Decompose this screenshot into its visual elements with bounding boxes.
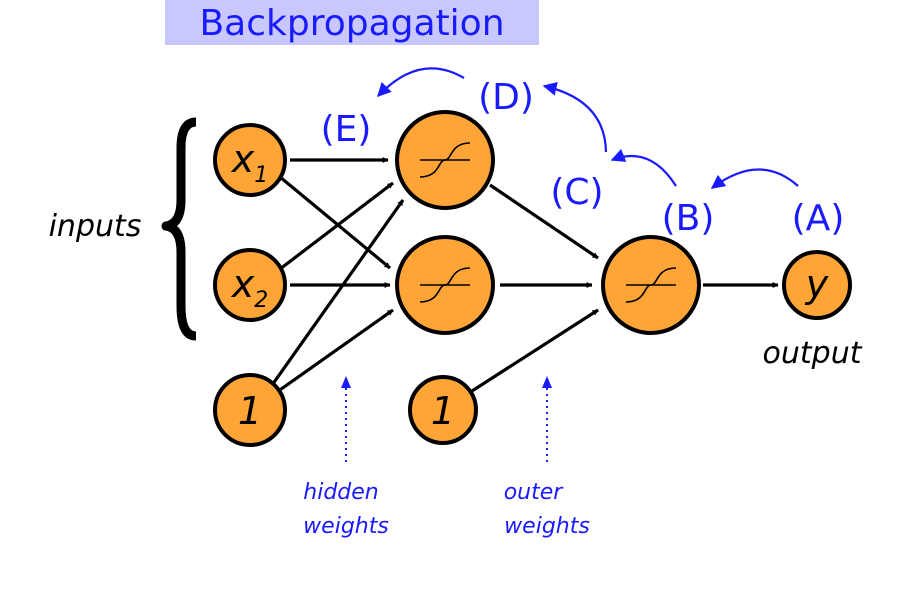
hidden-node-1 bbox=[395, 110, 495, 210]
back-arrow-d-e bbox=[377, 67, 465, 98]
input-node-x1: x1 bbox=[213, 123, 287, 197]
svg-text:1: 1 bbox=[431, 389, 455, 433]
hidden-weights-label-line1: hidden bbox=[303, 480, 378, 505]
back-arrow-c-d bbox=[542, 82, 608, 153]
step-label-b: (B) bbox=[662, 198, 715, 239]
outer-weights-label-line1: outer bbox=[504, 480, 565, 505]
bias-node-outer: 1 bbox=[408, 375, 478, 445]
input-node-x2: x2 bbox=[213, 248, 287, 322]
back-arrow-b-c bbox=[610, 148, 677, 187]
outer-weights-label-line2: weights bbox=[504, 514, 590, 539]
step-label-c: (C) bbox=[550, 172, 603, 213]
edge-h1-out bbox=[489, 183, 599, 260]
svg-text:1: 1 bbox=[238, 389, 262, 433]
page-title: Backpropagation bbox=[199, 3, 504, 44]
edge-bias-out bbox=[471, 308, 599, 393]
edge-x1-h2 bbox=[278, 175, 392, 270]
inputs-label: inputs bbox=[49, 209, 142, 244]
outer-weights-pointer bbox=[542, 376, 552, 462]
hidden-node-2 bbox=[395, 235, 495, 335]
output-neuron bbox=[601, 235, 701, 335]
edge-x2-h1 bbox=[279, 181, 394, 271]
connections bbox=[268, 157, 779, 394]
svg-text:y: y bbox=[805, 262, 829, 306]
step-label-d: (D) bbox=[478, 77, 534, 118]
title-box: Backpropagation bbox=[165, 0, 539, 45]
svg-text:x1: x1 bbox=[231, 137, 269, 188]
back-arrow-a-b bbox=[710, 168, 799, 189]
hidden-weights-label-line2: weights bbox=[303, 514, 389, 539]
svg-text:x2: x2 bbox=[231, 262, 269, 313]
hidden-weights-pointer bbox=[341, 376, 351, 462]
inputs-brace bbox=[161, 117, 197, 341]
bias-node-hidden: 1 bbox=[213, 373, 287, 447]
step-label-a: (A) bbox=[792, 198, 845, 239]
output-node-y: y bbox=[782, 250, 852, 320]
output-label: output bbox=[763, 336, 863, 371]
backprop-arrows bbox=[377, 67, 799, 189]
edge-bias-h2 bbox=[276, 308, 394, 394]
edge-bias-h1 bbox=[268, 199, 405, 389]
step-label-e: (E) bbox=[321, 109, 372, 150]
